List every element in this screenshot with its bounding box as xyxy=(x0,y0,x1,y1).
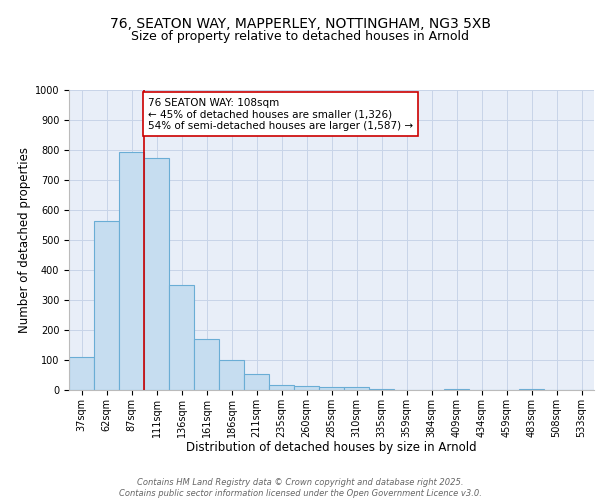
Bar xyxy=(269,384,294,390)
Bar xyxy=(444,388,469,390)
Bar xyxy=(519,388,544,390)
Text: 76 SEATON WAY: 108sqm
← 45% of detached houses are smaller (1,326)
54% of semi-d: 76 SEATON WAY: 108sqm ← 45% of detached … xyxy=(148,98,413,130)
Bar xyxy=(94,220,119,390)
Text: Contains HM Land Registry data © Crown copyright and database right 2025.
Contai: Contains HM Land Registry data © Crown c… xyxy=(119,478,481,498)
Text: Size of property relative to detached houses in Arnold: Size of property relative to detached ho… xyxy=(131,30,469,43)
Bar xyxy=(344,387,369,390)
X-axis label: Distribution of detached houses by size in Arnold: Distribution of detached houses by size … xyxy=(186,441,477,454)
Bar xyxy=(219,360,244,390)
Bar xyxy=(319,387,344,390)
Text: 76, SEATON WAY, MAPPERLEY, NOTTINGHAM, NG3 5XB: 76, SEATON WAY, MAPPERLEY, NOTTINGHAM, N… xyxy=(110,18,491,32)
Bar xyxy=(69,357,94,390)
Bar xyxy=(119,152,144,390)
Y-axis label: Number of detached properties: Number of detached properties xyxy=(17,147,31,333)
Bar xyxy=(244,374,269,390)
Bar xyxy=(369,388,394,390)
Bar xyxy=(144,158,169,390)
Bar xyxy=(294,386,319,390)
Bar xyxy=(169,285,194,390)
Bar xyxy=(194,339,219,390)
